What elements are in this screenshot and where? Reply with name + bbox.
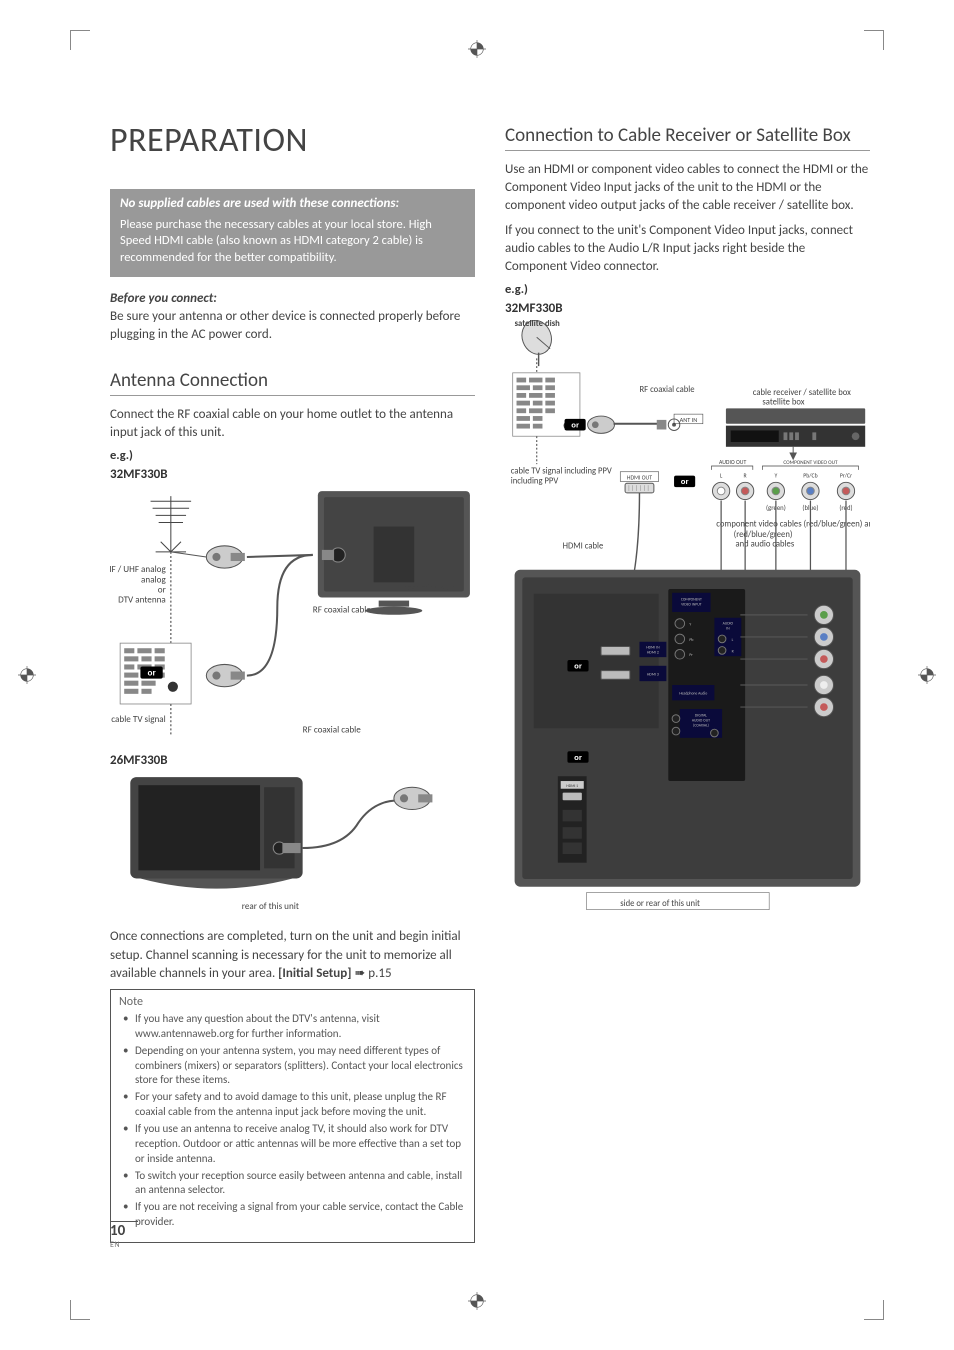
initial-setup-ref: [Initial Setup] [278,966,351,981]
svg-text:cable TV signal including PPV: cable TV signal including PPV [511,467,612,477]
svg-text:HDMI 1: HDMI 1 [566,784,578,789]
svg-text:or: or [571,421,579,430]
svg-text:cable TV signal: cable TV signal [111,714,165,725]
svg-text:Y: Y [774,473,777,480]
crop-mark-icon [918,666,936,684]
svg-text:(COAXIAL): (COAXIAL) [693,722,709,728]
note-box: Note If you have any question about the … [110,989,475,1243]
svg-text:or: or [148,669,157,678]
svg-text:HDMI 2: HDMI 2 [647,650,659,655]
svg-text:DTV antenna: DTV antenna [118,595,166,606]
svg-text:AUDIO OUT: AUDIO OUT [719,459,747,466]
note-item: If you have any question about the DTV's… [127,1012,466,1042]
svg-text:satellite box: satellite box [762,398,804,408]
svg-text:Y: Y [689,623,691,628]
note-title: Note [119,994,466,1010]
note-item: To switch your reception source easily b… [127,1169,466,1199]
svg-text:HDMI cable: HDMI cable [563,542,604,552]
corner-mark [864,1300,884,1320]
svg-text:Pr/Cr: Pr/Cr [840,473,852,480]
page-ref: ➠ p.15 [351,966,391,981]
note-item: If you are not receiving a signal from y… [127,1200,466,1230]
crop-mark-icon [18,666,36,684]
svg-text:or: or [681,477,689,486]
svg-text:HDMI 3: HDMI 3 [647,673,659,678]
model-32b: 32MF330B [505,301,870,316]
page-title: PREPARATION [110,120,475,161]
cable-p1: Use an HDMI or component video cables to… [505,161,870,216]
svg-text:rear of this unit: rear of this unit [242,901,299,912]
note-item: If you use an antenna to receive analog … [127,1122,466,1167]
page-number: 10 EN [110,1221,138,1250]
svg-text:and audio cables: and audio cables [736,540,795,550]
cable-connection-diagram: satellite dish [505,320,870,916]
svg-text:satellite dish: satellite dish [515,320,561,329]
svg-text:Pb: Pb [689,638,693,643]
svg-text:cable receiver / satellite box: cable receiver / satellite box [753,388,851,398]
svg-text:or: or [574,753,582,762]
svg-text:Headphone Audio: Headphone Audio [679,692,707,697]
svg-text:or: or [574,662,582,671]
svg-text:component video cables (red/bl: component video cables (red/blue/green) … [716,520,870,530]
svg-text:HDMI OUT: HDMI OUT [627,475,652,482]
box-body: Please purchase the necessary cables at … [120,217,465,268]
note-item: For your safety and to avoid damage to t… [127,1090,466,1120]
before-connect-body: Be sure your antenna or other device is … [110,308,475,344]
svg-text:L: L [720,473,723,480]
box-title: No supplied cables are used with these c… [120,195,465,213]
svg-text:RF coaxial cable: RF coaxial cable [303,724,362,735]
svg-text:IN: IN [726,626,730,631]
svg-text:Pb/Cb: Pb/Cb [803,473,817,480]
antenna-outro: Once connections are completed, turn on … [110,928,475,983]
page-lang: EN [110,1240,138,1250]
corner-mark [70,1300,90,1320]
svg-text:R: R [744,473,748,480]
svg-text:RF coaxial cable: RF coaxial cable [639,385,694,395]
antenna-diagram-32: VHF / UHF analog analog or DTV antenna c… [110,486,475,739]
page-number-value: 10 [110,1222,138,1240]
eg-label: e.g.) [505,282,870,297]
cable-heading: Connection to Cable Receiver or Satellit… [505,124,870,151]
svg-text:including PPV: including PPV [511,476,559,486]
model-32: 32MF330B [110,467,475,482]
svg-text:side or rear of this unit: side or rear of this unit [620,899,700,909]
svg-text:ANT IN: ANT IN [680,416,698,424]
antenna-diagram-26: rear of this unit [110,772,475,914]
before-connect-title: Before you connect: [110,291,475,306]
eg-label: e.g.) [110,448,475,463]
svg-text:rear of this unit: rear of this unit [404,582,461,593]
svg-text:VIDEO INPUT: VIDEO INPUT [681,602,702,607]
cable-p2: If you connect to the unit's Component V… [505,222,870,277]
svg-text:RF coaxial cable: RF coaxial cable [313,605,372,616]
antenna-heading: Antenna Connection [110,369,475,396]
svg-text:COMPONENT VIDEO OUT: COMPONENT VIDEO OUT [783,460,838,466]
svg-text:(red/blue/green): (red/blue/green) [734,530,793,540]
supplied-cables-box: No supplied cables are used with these c… [110,189,475,277]
antenna-intro: Connect the RF coaxial cable on your hom… [110,406,475,442]
note-item: Depending on your antenna system, you ma… [127,1044,466,1089]
model-26: 26MF330B [110,753,475,768]
